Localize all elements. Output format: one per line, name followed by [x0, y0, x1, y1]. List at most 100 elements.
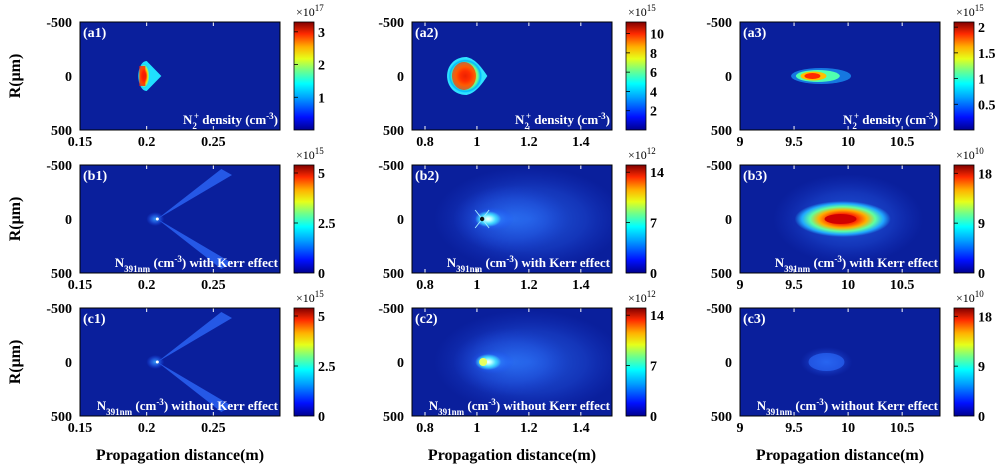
- colorbar-tick-label: 0: [650, 410, 657, 425]
- focus-spot: [479, 216, 485, 222]
- colorbar-tick-label: 2.5: [318, 217, 336, 232]
- x-tick-label: 9.5: [785, 278, 803, 293]
- x-tick-label: 10: [841, 278, 855, 293]
- colorbar-tick-label: 1: [318, 91, 325, 106]
- y-tick-label: 500: [383, 267, 404, 282]
- colorbar-tick-label: 7: [650, 217, 657, 232]
- colorbar-multiplier: ×1012: [628, 289, 656, 305]
- x-axis-label: Propagation distance(m): [428, 447, 596, 464]
- colorbar: [625, 164, 647, 274]
- colorbar-tick-label: 3: [318, 26, 325, 41]
- colorbar-tick-label: 4: [650, 85, 657, 100]
- density-peak: [139, 66, 146, 86]
- panel-label: (c1): [83, 312, 106, 327]
- colorbar-tick-label: 0: [978, 410, 985, 425]
- colorbar-tick-label: 0: [650, 267, 657, 282]
- panel-label: (b3): [743, 169, 767, 184]
- plot-frame: [411, 164, 613, 274]
- x-tick-label: 1.2: [520, 421, 538, 436]
- focus-glow: [146, 212, 165, 226]
- colorbar: [625, 21, 647, 131]
- heatmap-content: [773, 174, 924, 264]
- panel-label: (a1): [83, 26, 107, 41]
- x-tick-label: 1: [473, 135, 480, 150]
- x-tick-label: 1: [473, 278, 480, 293]
- colorbar-tick-label: 0: [318, 410, 325, 425]
- plot-frame: [79, 164, 281, 274]
- heatmap-content: [146, 169, 232, 269]
- heatmap-content: [433, 310, 612, 414]
- heatmap-content: [800, 347, 853, 377]
- heatmap-content: [433, 167, 612, 271]
- colorbar-tick-label: 1: [978, 73, 985, 88]
- focus-glow: [146, 355, 165, 369]
- panel-c3: 9 9.5 10 10.5 -500 0 500 (c3) N391nm (cm-3) with…: [706, 289, 992, 464]
- cone-lower: [157, 362, 232, 412]
- quantity-annotation: N391nm (cm-3) without Kerr effect: [757, 397, 939, 417]
- colorbar: [293, 21, 315, 131]
- x-tick-label: 1.4: [572, 278, 590, 293]
- plot-frame: [79, 21, 281, 131]
- colorbar-multiplier: ×1015: [296, 146, 324, 162]
- y-tick-label: 500: [383, 410, 404, 425]
- panel-label: (b1): [83, 169, 107, 184]
- y-tick-label: -500: [46, 16, 72, 31]
- quantity-annotation: N391nm (cm-3) without Kerr effect: [429, 397, 611, 417]
- y-tick-label: -500: [378, 159, 404, 174]
- colorbar-multiplier: ×1015: [628, 3, 656, 19]
- cone-lower: [157, 219, 232, 269]
- cone-upper: [157, 169, 232, 219]
- y-tick-label: 500: [711, 410, 732, 425]
- heatmap-content: [791, 68, 852, 84]
- x-tick-label: 1.4: [572, 421, 590, 436]
- quantity-annotation: N391nm (cm-3) with Kerr effect: [447, 254, 611, 274]
- plot-background: [412, 22, 612, 130]
- x-tick-label: 9: [737, 135, 744, 150]
- colorbar-multiplier: ×1010: [956, 289, 984, 305]
- colorbar-tick-label: 0: [318, 267, 325, 282]
- colorbar-multiplier: ×1012: [628, 146, 656, 162]
- x-tick-label: 0.2: [138, 135, 156, 150]
- y-tick-label: 0: [65, 70, 72, 85]
- colorbar-tick-label: 2: [978, 21, 985, 36]
- colorbar-tick-label: 5: [318, 167, 325, 182]
- x-tick-label: 1.2: [520, 135, 538, 150]
- colorbar: [953, 164, 975, 274]
- plot-background: [80, 22, 280, 130]
- colorbar-tick-label: 5: [318, 310, 325, 325]
- quantity-annotation: N2+ density (cm-3): [183, 111, 278, 131]
- panel-c1: 0.15 0.2 0.25 -500 0 500 (c1) N391nm (cm-3) wit…: [7, 289, 336, 464]
- heatmap-content: [138, 61, 162, 91]
- y-tick-label: -500: [706, 302, 732, 317]
- colorbar-tick-label: 7: [650, 360, 657, 375]
- x-tick-label: 0.2: [138, 421, 156, 436]
- x-tick-label: 9: [737, 278, 744, 293]
- colorbar-tick-label: 9: [978, 360, 985, 375]
- density-core: [804, 73, 821, 79]
- focus-spot: [155, 217, 159, 221]
- x-tick-label: 0.15: [68, 421, 93, 436]
- quantity-annotation: N391nm (cm-3) without Kerr effect: [97, 397, 279, 417]
- y-tick-label: 0: [725, 70, 732, 85]
- y-tick-label: -500: [46, 159, 72, 174]
- y-tick-label: 0: [397, 356, 404, 371]
- panel-b1: 0.15 0.2 0.25 -500 0 500 (b1) N391nm (cm-3) wit…: [7, 146, 336, 293]
- x-tick-label: 10: [841, 135, 855, 150]
- quantity-annotation: N2+ density (cm-3): [843, 111, 938, 131]
- plot-background: [80, 308, 280, 416]
- panel-label: (a3): [743, 26, 767, 41]
- colorbar-tick-label: 18: [978, 310, 992, 325]
- plot-frame: [79, 307, 281, 417]
- focus-spot: [155, 360, 159, 364]
- colorbar-multiplier: ×1015: [956, 3, 984, 19]
- y-tick-label: 0: [65, 213, 72, 228]
- x-tick-label: 10: [841, 421, 855, 436]
- x-tick-label: 9.5: [785, 135, 803, 150]
- panel-a1: 0.15 0.2 0.25 -500 0 500 (a1) N2+ density (cm-3…: [7, 3, 325, 150]
- quantity-annotation: N2+ density (cm-3): [515, 111, 610, 131]
- y-tick-label: 0: [65, 356, 72, 371]
- colorbar-tick-label: 2: [318, 59, 325, 74]
- x-tick-label: 10.5: [890, 278, 915, 293]
